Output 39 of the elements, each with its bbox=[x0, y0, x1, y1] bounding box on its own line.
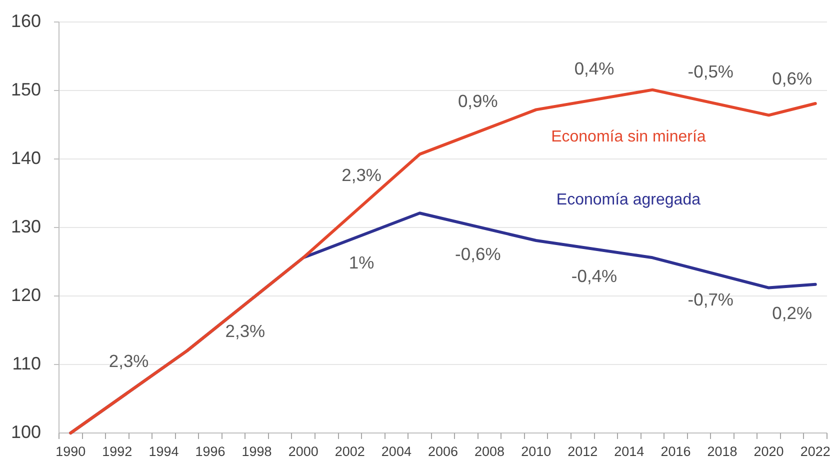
x-tick-label: 2016 bbox=[660, 444, 691, 459]
x-tick-label: 2002 bbox=[334, 444, 365, 459]
y-tick-label: 150 bbox=[10, 79, 41, 100]
x-tick-label: 2018 bbox=[707, 444, 738, 459]
annotation: -0,4% bbox=[571, 266, 618, 286]
line-series bbox=[69, 88, 817, 434]
annotation: 2,3% bbox=[108, 350, 149, 371]
x-tick-label: 2006 bbox=[428, 444, 458, 459]
x-tick-label: 2008 bbox=[474, 444, 505, 459]
y-tick-label: 120 bbox=[10, 284, 41, 305]
x-tick-label: 2012 bbox=[568, 444, 598, 459]
annotation: 0,9% bbox=[458, 90, 498, 111]
x-tick-label: 1990 bbox=[56, 444, 86, 459]
x-tick-label: 2010 bbox=[521, 444, 552, 459]
x-tick-label: 1998 bbox=[242, 444, 272, 459]
annotation: -0,7% bbox=[688, 289, 734, 310]
y-tick-label: 160 bbox=[10, 10, 41, 31]
annotation: 0,2% bbox=[772, 302, 812, 323]
annotation: 0,6% bbox=[772, 68, 812, 88]
series-label: Economía sin minería bbox=[551, 128, 706, 146]
x-tick-label: 2014 bbox=[614, 444, 645, 459]
annotation: 0,4% bbox=[574, 58, 614, 78]
x-tick-label: 2020 bbox=[754, 444, 784, 459]
annotation: -0,5% bbox=[688, 61, 734, 82]
x-tick-label: 1996 bbox=[195, 444, 226, 459]
annotation: 2,3% bbox=[225, 320, 266, 341]
x-tick-label: 2022 bbox=[800, 444, 830, 459]
x-tick-label: 2000 bbox=[288, 444, 318, 459]
annotation: 2,3% bbox=[342, 164, 382, 185]
x-tick-label: 1994 bbox=[148, 444, 180, 459]
annotation: -0,6% bbox=[455, 243, 501, 264]
text: Economía agregada bbox=[556, 192, 701, 209]
x-tick-label: 2004 bbox=[381, 444, 412, 459]
y-tick-label: 110 bbox=[12, 353, 41, 374]
y-tick-label: 140 bbox=[10, 148, 41, 168]
y-tick-label: 130 bbox=[10, 216, 41, 236]
y-tick-label: 100 bbox=[10, 422, 41, 442]
x-tick-label: 1992 bbox=[102, 444, 132, 459]
annotation: 1% bbox=[348, 252, 374, 272]
